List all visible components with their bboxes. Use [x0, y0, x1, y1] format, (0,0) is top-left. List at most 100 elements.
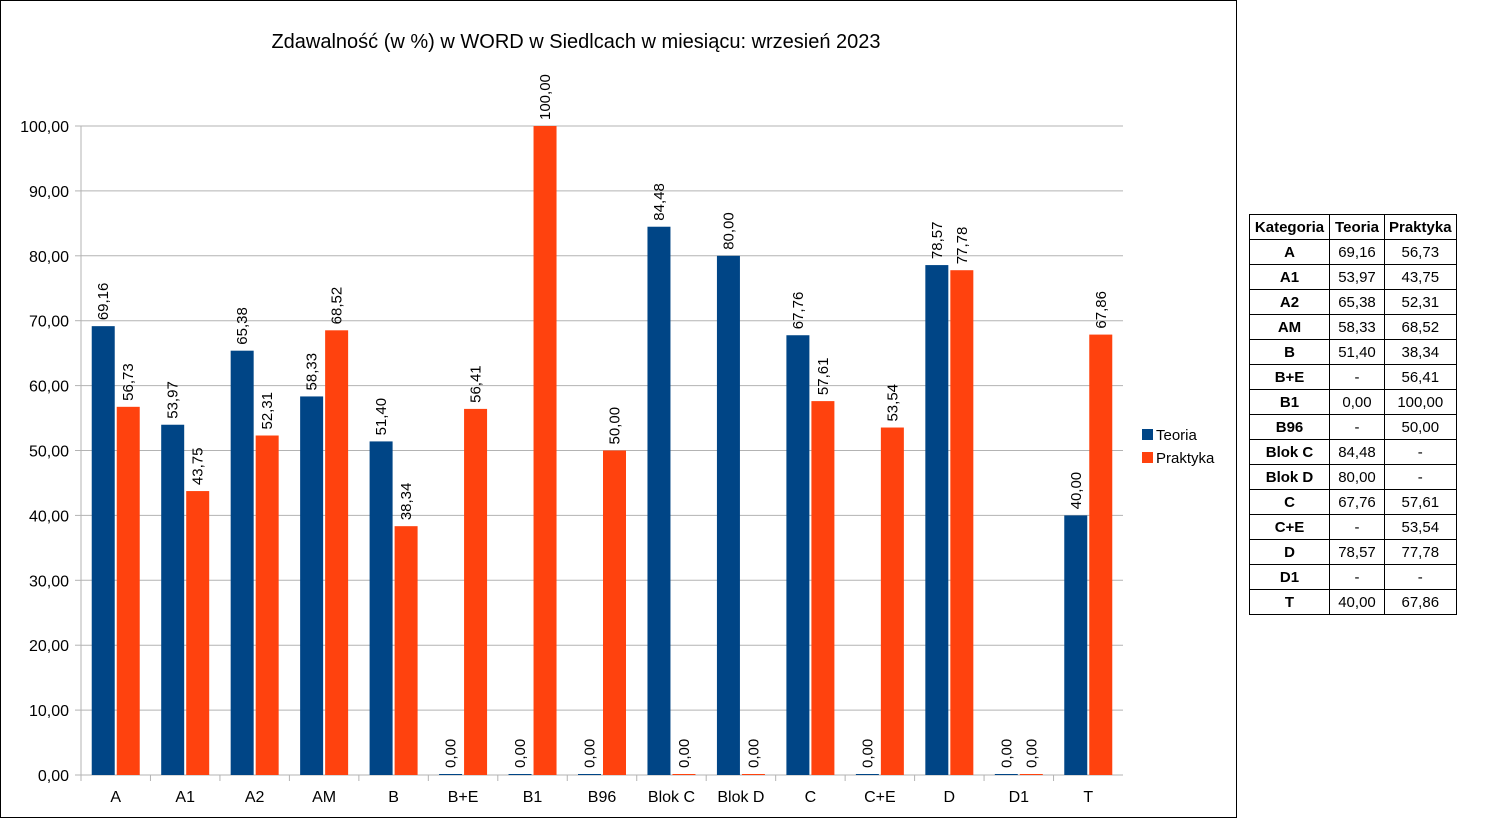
- table-category-cell: Blok C: [1249, 439, 1330, 465]
- table-value-cell: 43,75: [1384, 264, 1457, 290]
- data-label: 53,54: [884, 384, 901, 422]
- table-row: B96-50,00: [1249, 414, 1457, 440]
- bar-praktyka: [325, 330, 349, 775]
- x-tick-label: A2: [245, 789, 265, 806]
- data-label: 50,00: [607, 407, 624, 445]
- legend-swatch: [1142, 429, 1153, 440]
- x-tick-label: B+E: [448, 789, 479, 806]
- table-row: Blok D 80,00-: [1249, 464, 1457, 490]
- table-value-cell: 78,57: [1329, 539, 1385, 565]
- data-label: 43,75: [190, 448, 207, 486]
- data-label: 77,78: [954, 227, 971, 265]
- table-value-cell: -: [1329, 364, 1385, 390]
- table-value-cell: -: [1329, 514, 1385, 540]
- x-tick-label: B: [388, 789, 399, 806]
- chart-title: Zdawalność (w %) w WORD w Siedlcach w mi…: [271, 31, 881, 53]
- table-value-cell: 53,97: [1329, 264, 1385, 290]
- legend-label: Praktyka: [1156, 450, 1215, 467]
- y-tick-label: 100,00: [20, 119, 69, 136]
- table-category-cell: B1: [1249, 389, 1330, 415]
- table-value-cell: 84,48: [1329, 439, 1385, 465]
- table-value-cell: 52,31: [1384, 289, 1457, 315]
- bar-praktyka: [672, 774, 696, 775]
- bar-teoria: [855, 774, 879, 775]
- table-value-cell: 67,76: [1329, 489, 1385, 515]
- bar-teoria: [716, 255, 740, 776]
- table-value-cell: -: [1384, 464, 1457, 490]
- table-category-cell: D1: [1249, 564, 1330, 590]
- bar-teoria: [1064, 515, 1088, 775]
- table-value-cell: -: [1329, 414, 1385, 440]
- data-label: 84,48: [651, 183, 668, 221]
- bar-praktyka: [533, 126, 557, 775]
- data-label: 53,97: [165, 381, 182, 419]
- bar-teoria: [439, 774, 463, 775]
- data-label: 0,00: [745, 739, 762, 768]
- x-tick-label: Blok D: [717, 789, 764, 806]
- table-value-cell: 56,73: [1384, 239, 1457, 265]
- bar-praktyka: [255, 435, 279, 775]
- x-tick-label: D1: [1009, 789, 1030, 806]
- data-label: 65,38: [234, 307, 251, 345]
- y-tick-label: 60,00: [29, 379, 69, 396]
- y-tick-label: 30,00: [29, 573, 69, 590]
- legend-label: Teoria: [1156, 427, 1198, 444]
- legend-swatch: [1142, 452, 1153, 463]
- x-tick-label: B1: [523, 789, 543, 806]
- table-value-cell: 69,16: [1329, 239, 1385, 265]
- table-row: C+E -53,54: [1249, 514, 1457, 540]
- table-value-cell: 80,00: [1329, 464, 1385, 490]
- table-category-cell: T: [1249, 589, 1330, 615]
- data-label: 78,57: [929, 222, 946, 260]
- table-value-cell: 67,86: [1384, 589, 1457, 615]
- table-value-cell: 68,52: [1384, 314, 1457, 340]
- data-label: 58,33: [304, 353, 321, 391]
- table-row: B+E -56,41: [1249, 364, 1457, 390]
- x-tick-label: A1: [175, 789, 195, 806]
- data-label: 57,61: [815, 358, 832, 396]
- table-value-cell: 65,38: [1329, 289, 1385, 315]
- bar-teoria: [578, 774, 601, 775]
- bar-teoria: [647, 226, 671, 775]
- table-header-cell: Teoria: [1329, 214, 1385, 240]
- table-row: C 67,76 57,61: [1249, 489, 1457, 515]
- data-label: 0,00: [582, 739, 599, 768]
- data-label: 67,76: [790, 292, 807, 330]
- table-row: D1- -: [1249, 564, 1457, 590]
- data-label: 69,16: [95, 283, 112, 321]
- x-tick-label: T: [1083, 789, 1093, 806]
- y-tick-label: 0,00: [38, 768, 69, 785]
- data-label: 56,41: [468, 365, 485, 403]
- table-category-cell: Blok D: [1249, 464, 1330, 490]
- table-row: AM 58,33 68,52: [1249, 314, 1457, 340]
- table-category-cell: A: [1249, 239, 1330, 265]
- bar-teoria: [161, 424, 185, 775]
- bar-teoria: [994, 774, 1018, 775]
- x-tick-label: A: [110, 789, 121, 806]
- table-value-cell: 100,00: [1384, 389, 1457, 415]
- data-label: 68,52: [329, 287, 346, 325]
- x-tick-label: Blok C: [648, 789, 695, 806]
- table-value-cell: 38,34: [1384, 339, 1457, 365]
- table-row: Blok C 84,48-: [1249, 439, 1457, 465]
- table-value-cell: 40,00: [1329, 589, 1385, 615]
- chart-frame: Zdawalność (w %) w WORD w Siedlcach w mi…: [0, 0, 1237, 818]
- data-label: 0,00: [443, 739, 460, 768]
- table-value-cell: -: [1384, 564, 1457, 590]
- data-label: 0,00: [512, 739, 529, 768]
- bar-praktyka: [741, 774, 765, 775]
- bar-chart: 0,00 10,00 20,00 30,00 40,00 50,00 60,00 70,00 8…: [20, 74, 1215, 806]
- bar-praktyka: [880, 427, 904, 775]
- table-category-cell: D: [1249, 539, 1330, 565]
- table-category-cell: AM: [1249, 314, 1330, 340]
- data-table: Kategoria Teoria Praktyka A 69,16 56,73 A1 5…: [1249, 214, 1457, 615]
- table-category-cell: A1: [1249, 264, 1330, 290]
- y-tick-label: 80,00: [29, 249, 69, 266]
- table-value-cell: -: [1384, 439, 1457, 465]
- table-value-cell: 50,00: [1384, 414, 1457, 440]
- table-value-cell: 0,00: [1329, 389, 1385, 415]
- data-label: 51,40: [373, 398, 390, 436]
- x-tick-label: B96: [588, 789, 617, 806]
- data-label: 0,00: [1023, 739, 1040, 768]
- data-label: 0,00: [676, 739, 693, 768]
